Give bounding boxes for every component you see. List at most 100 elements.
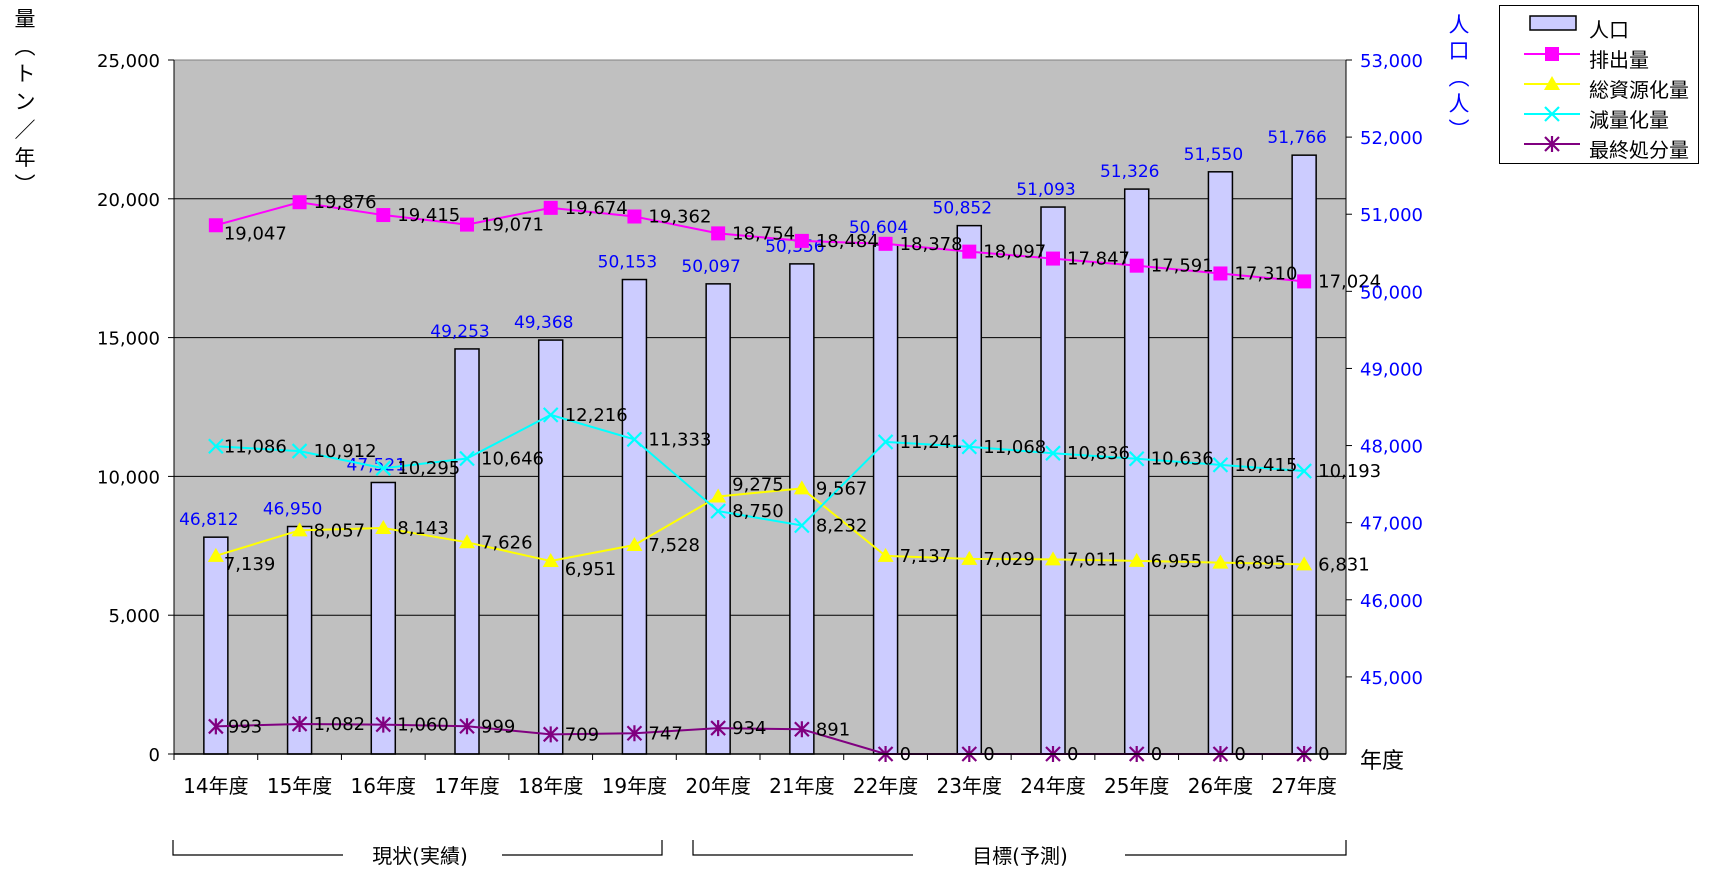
x-tick-label: 22年度 — [853, 774, 918, 798]
population-bar — [621, 278, 648, 755]
marker-asterisk — [459, 718, 475, 735]
period-label-actual: 現状(実績) — [372, 844, 468, 868]
marker-triangle — [1212, 554, 1229, 569]
marker-square — [1129, 258, 1144, 273]
right-tick-label: 45,000 — [1360, 668, 1423, 689]
marker-x — [1212, 457, 1229, 473]
series-data-label: 17,024 — [1318, 271, 1381, 292]
legend-item: 人口 — [1500, 12, 1698, 42]
legend: 人口 排出量 総資源化量 減量化量 最終処分量 — [1499, 5, 1699, 164]
series-data-label: 1,082 — [314, 714, 366, 735]
marker-x — [626, 431, 643, 448]
population-bar-label: 50,852 — [933, 199, 992, 219]
population-bar-label: 50,604 — [849, 218, 908, 238]
marker-triangle — [1296, 556, 1313, 571]
marker-square — [711, 226, 726, 241]
marker-square — [292, 195, 307, 210]
marker-triangle — [1045, 551, 1061, 566]
series-data-label: 12,216 — [565, 405, 628, 426]
series-data-label: 7,626 — [481, 532, 533, 553]
right-tick-label: 51,000 — [1360, 205, 1423, 226]
right-axis-title-char: 口 — [1448, 39, 1470, 64]
series-data-label: 17,591 — [1151, 256, 1214, 277]
series-data-label: 19,876 — [314, 192, 377, 213]
series-data-label: 6,955 — [1151, 551, 1203, 572]
series-data-label: 10,193 — [1318, 461, 1381, 482]
bracket-left-end — [502, 840, 663, 856]
gridlines — [174, 198, 1346, 616]
series-data-label: 7,011 — [1067, 549, 1119, 570]
legend-item: 最終処分量 — [1500, 132, 1698, 162]
right-axis-title-char: 人 — [1448, 91, 1470, 116]
marker-triangle — [961, 550, 978, 565]
series-line — [215, 413, 1305, 527]
series-data-label: 7,029 — [983, 549, 1035, 570]
legend-item-label: 総資源化量 — [1589, 78, 1689, 102]
right-tick-label: 52,000 — [1360, 128, 1423, 149]
x-tick-label: 20年度 — [685, 774, 750, 798]
marker-square — [878, 236, 893, 251]
marker-square — [1213, 266, 1228, 281]
population-bar-label: 51,766 — [1267, 128, 1326, 148]
bracket-right-start — [692, 840, 913, 856]
legend-swatch — [1524, 47, 1580, 61]
marker-square — [376, 208, 391, 223]
marker-triangle — [877, 547, 894, 562]
plot-area — [173, 59, 1347, 755]
marker-triangle — [626, 537, 643, 552]
population-bar — [537, 339, 564, 755]
population-bar — [705, 283, 731, 755]
x-tick-label: 14年度 — [183, 774, 248, 798]
left-axis-title-char: ／ — [14, 117, 36, 142]
marker-asterisk — [375, 716, 392, 733]
series-data-label: 19,047 — [224, 223, 287, 244]
marker-asterisk — [710, 720, 726, 737]
series-data-label: 17,847 — [1067, 249, 1130, 270]
marker-asterisk — [291, 715, 308, 732]
marker-square — [208, 218, 223, 233]
left-tick-label: 5,000 — [108, 606, 160, 627]
series-data-label: 747 — [648, 723, 682, 744]
x-tick-label: 25年度 — [1104, 774, 1169, 798]
series-data-label: 6,895 — [1234, 553, 1286, 574]
x-tick-label: 18年度 — [518, 774, 583, 798]
series-data-label: 11,068 — [983, 437, 1046, 458]
right-tick-label: 53,000 — [1360, 51, 1423, 72]
series-data-label: 10,646 — [481, 448, 544, 469]
right-axis-title-char: 人 — [1448, 13, 1470, 37]
marker-x — [291, 443, 308, 459]
legend-swatch — [1524, 76, 1580, 90]
x-axis-unit: 年度 — [1360, 749, 1404, 774]
population-bar-label: 51,326 — [1100, 162, 1159, 182]
legend-item-label: 排出量 — [1589, 48, 1649, 72]
left-axis-title-char: ︶ — [14, 173, 36, 198]
marker-x — [208, 438, 224, 455]
series-data-label: 10,636 — [1151, 449, 1214, 470]
population-bar — [872, 244, 899, 755]
population-bar-label: 46,950 — [263, 500, 322, 520]
left-tick-label: 10,000 — [97, 467, 160, 488]
series-data-label: 10,836 — [1067, 443, 1130, 464]
marker-triangle — [207, 547, 224, 562]
x-tick-label: 19年度 — [602, 774, 667, 798]
left-tick-label: 20,000 — [97, 190, 160, 211]
marker-square — [1046, 251, 1060, 266]
series-data-label: 993 — [228, 716, 262, 737]
series-data-label: 11,333 — [648, 429, 711, 450]
left-tick-label: 25,000 — [97, 51, 160, 72]
population-bar-label: 51,093 — [1016, 180, 1075, 200]
marker-asterisk — [794, 721, 810, 738]
left-tick-label: 15,000 — [97, 329, 160, 350]
right-tick-label: 47,000 — [1360, 514, 1423, 535]
population-bar-label: 47,521 — [347, 455, 406, 475]
series-data-label: 8,143 — [397, 518, 449, 539]
population-bar-label: 46,812 — [179, 510, 238, 530]
marker-x — [710, 503, 726, 519]
series-data-label: 17,310 — [1234, 263, 1297, 284]
population-bar — [956, 224, 983, 755]
left-axis-title-char: 年 — [14, 145, 36, 170]
series-data-label: 10,295 — [397, 458, 460, 479]
bracket-left-start — [172, 840, 343, 856]
left-axis-title-char: ン — [14, 90, 36, 115]
